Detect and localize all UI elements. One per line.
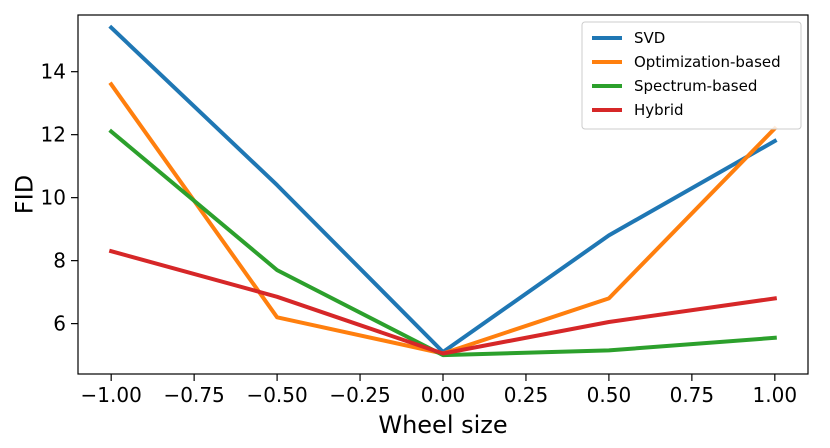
y-axis-ticks: 6 8 10 12 14 — [41, 60, 78, 336]
x-tick-label: 0.50 — [587, 383, 632, 407]
legend: SVD Optimization-based Spectrum-based Hybri… — [581, 21, 802, 130]
legend-label-0: SVD — [634, 29, 665, 47]
x-tick-label: 0.75 — [670, 383, 715, 407]
legend-label-1: Optimization-based — [634, 53, 781, 71]
y-tick-label: 8 — [53, 249, 66, 273]
x-tick-label: 1.00 — [753, 383, 798, 407]
x-tick-label: 0.00 — [421, 383, 466, 407]
x-tick-label: −0.25 — [329, 383, 390, 407]
y-tick-label: 10 — [41, 186, 66, 210]
y-tick-label: 6 — [53, 312, 66, 336]
x-tick-label: −1.00 — [81, 383, 142, 407]
series-layer — [108, 24, 778, 358]
x-axis-label: Wheel size — [378, 411, 507, 439]
x-tick-label: −0.75 — [163, 383, 224, 407]
y-tick-label: 14 — [41, 60, 66, 84]
x-axis-ticks: −1.00 −0.75 −0.50 −0.25 0.00 0.25 0.50 0.75 1.00 — [81, 374, 798, 407]
series-line-2 — [108, 128, 777, 358]
x-tick-label: 0.25 — [504, 383, 549, 407]
legend-box — [581, 21, 802, 130]
series-line-3 — [108, 248, 778, 356]
legend-label-2: Spectrum-based — [634, 77, 757, 95]
y-axis-label: FID — [10, 175, 38, 214]
legend-label-3: Hybrid — [634, 101, 684, 119]
y-tick-label: 12 — [41, 123, 66, 147]
x-tick-label: −0.50 — [246, 383, 307, 407]
